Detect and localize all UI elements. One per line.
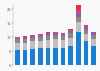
Bar: [68, 46, 73, 65]
Bar: [61, 48, 65, 65]
Bar: [76, 32, 80, 65]
Bar: [38, 48, 43, 65]
Bar: [46, 36, 50, 40]
Bar: [76, 22, 80, 32]
Bar: [76, 17, 80, 22]
Bar: [23, 37, 27, 38]
Bar: [38, 37, 43, 41]
Bar: [84, 25, 88, 26]
Bar: [53, 35, 58, 39]
Bar: [84, 27, 88, 30]
Bar: [23, 43, 27, 50]
Bar: [76, 10, 80, 14]
Bar: [30, 41, 35, 49]
Bar: [15, 37, 20, 38]
Bar: [91, 33, 96, 35]
Bar: [91, 35, 96, 39]
Bar: [30, 35, 35, 36]
Bar: [84, 34, 88, 41]
Bar: [23, 38, 27, 39]
Bar: [68, 29, 73, 30]
Bar: [68, 30, 73, 31]
Bar: [38, 35, 43, 37]
Bar: [46, 32, 50, 33]
Bar: [76, 14, 80, 17]
Bar: [15, 38, 20, 39]
Bar: [23, 36, 27, 37]
Bar: [53, 32, 58, 33]
Bar: [68, 33, 73, 37]
Bar: [84, 30, 88, 34]
Bar: [23, 50, 27, 65]
Bar: [46, 40, 50, 48]
Bar: [46, 48, 50, 65]
Bar: [61, 40, 65, 48]
Bar: [91, 39, 96, 46]
Bar: [15, 50, 20, 65]
Bar: [61, 34, 65, 36]
Bar: [68, 38, 73, 46]
Bar: [53, 48, 58, 65]
Bar: [53, 33, 58, 35]
Bar: [91, 32, 96, 33]
Bar: [15, 39, 20, 43]
Bar: [38, 34, 43, 35]
Bar: [30, 38, 35, 41]
Bar: [46, 34, 50, 36]
Bar: [30, 49, 35, 65]
Bar: [38, 41, 43, 48]
Bar: [46, 33, 50, 34]
Bar: [91, 46, 96, 65]
Bar: [76, 5, 80, 10]
Bar: [68, 31, 73, 33]
Bar: [53, 39, 58, 48]
Bar: [30, 36, 35, 38]
Bar: [61, 33, 65, 34]
Bar: [84, 26, 88, 27]
Bar: [15, 43, 20, 50]
Bar: [61, 36, 65, 40]
Bar: [84, 41, 88, 65]
Bar: [23, 39, 27, 43]
